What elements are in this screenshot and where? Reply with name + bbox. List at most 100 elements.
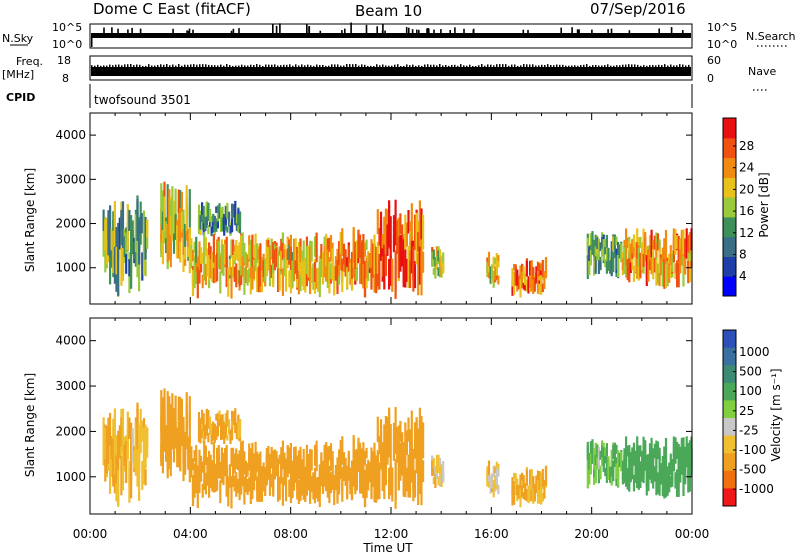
velocity-echo-cell — [422, 422, 425, 459]
velocity-echo-cell — [237, 421, 240, 438]
velocity-echo-cell — [214, 463, 217, 492]
nave-spike — [640, 65, 642, 67]
power-echo-cell — [399, 213, 402, 234]
velocity-echo-cell — [363, 450, 367, 466]
velocity-colorbar-label: Velocity [m s⁻¹] — [769, 368, 783, 461]
velocity-echo-cell — [196, 475, 199, 509]
velocity-echo-cell — [296, 455, 299, 489]
power-echo-cell — [289, 247, 292, 277]
velocity-echo-cell — [312, 472, 315, 486]
power-echo-cell — [318, 261, 321, 274]
velocity-echo-cell — [329, 443, 333, 459]
power-echo-cell — [146, 219, 149, 238]
velocity-echo-cell — [312, 472, 315, 500]
nsky-tick-bottom: 10^0 — [52, 38, 82, 51]
power-echo-cell — [236, 269, 240, 284]
velocity-colorbar-swatch — [723, 418, 736, 437]
nave-spike — [145, 65, 147, 67]
velocity-echo-cell — [243, 476, 246, 505]
power-echo-cell — [177, 189, 180, 213]
nave-spike — [424, 64, 426, 67]
velocity-echo-cell — [368, 461, 371, 478]
velocity-echo-cell — [317, 476, 320, 502]
power-echo-cell — [141, 213, 144, 234]
power-echo-cell — [315, 232, 318, 263]
power-echo-cell — [497, 275, 500, 285]
power-echo-cell — [394, 199, 397, 246]
velocity-echo-cell — [640, 459, 644, 480]
nsky-spike — [308, 26, 311, 33]
velocity-echo-cell — [195, 445, 198, 472]
power-echo-cell — [640, 250, 644, 271]
power-echo-cell — [625, 228, 628, 253]
velocity-echo-cell — [256, 477, 259, 502]
power-echo-cell — [612, 236, 615, 251]
nave-spike — [487, 64, 489, 67]
velocity-echo-cell — [326, 458, 329, 492]
velocity-echo-cell — [442, 461, 445, 480]
power-echo-cell — [363, 266, 367, 287]
power-echo-cell — [422, 214, 425, 250]
nsky-spike — [610, 28, 613, 33]
velocity-echo-cell — [331, 457, 334, 490]
power-echo-cell — [176, 225, 179, 259]
power-echo-cell — [521, 272, 524, 288]
x-tick-label: 04:00 — [173, 527, 208, 541]
power-echo-cell — [544, 257, 548, 277]
power-echo-cell — [236, 245, 240, 262]
velocity-echo-cell — [629, 452, 632, 472]
velocity-echo-cell — [532, 489, 535, 504]
nave-spike — [574, 65, 576, 67]
velocity-echo-cell — [168, 396, 171, 443]
power-echo-cell — [639, 237, 642, 249]
velocity-x-ticks — [89, 318, 693, 514]
nsky-spike — [111, 27, 113, 33]
power-echo-cell — [160, 208, 163, 251]
nave-spike — [562, 64, 564, 67]
velocity-echo-cell — [318, 483, 321, 494]
power-echo-cell — [321, 252, 325, 276]
velocity-echo-cell — [367, 459, 370, 471]
power-echo-cell — [489, 266, 492, 284]
velocity-echo-cell — [439, 473, 442, 487]
velocity-echo-cell — [190, 457, 193, 472]
velocity-echo-cell — [109, 412, 112, 447]
power-echo-cell — [350, 251, 354, 279]
power-echo-cell — [301, 250, 304, 262]
power-echo-cell — [525, 260, 528, 277]
velocity-echo-cell — [605, 456, 608, 475]
velocity-echo-cell — [409, 451, 412, 498]
power-echo-cell — [634, 248, 637, 273]
power-echo-cell — [532, 280, 535, 294]
nave-spike — [238, 65, 240, 67]
velocity-echo-cell — [107, 417, 110, 464]
power-echo-cell — [647, 245, 650, 255]
velocity-echo-cell — [656, 472, 660, 494]
power-echo-cell — [220, 244, 223, 274]
power-echo-cell — [586, 237, 589, 252]
velocity-echo-cell — [365, 466, 368, 488]
velocity-echo-cell — [435, 464, 438, 474]
power-colorbar-tick-label: 28 — [739, 139, 754, 153]
nsky-spike — [426, 29, 428, 33]
power-echo-cell — [270, 239, 273, 258]
velocity-echo-cell — [386, 439, 389, 455]
velocity-echo-cell — [494, 466, 497, 474]
velocity-echo-cell — [618, 453, 621, 468]
power-echo-cell — [165, 221, 168, 246]
power-echo-cell — [346, 268, 349, 288]
power-echo-cell — [370, 247, 373, 271]
power-echo-cell — [336, 259, 339, 291]
velocity-echo-cell — [666, 470, 669, 496]
velocity-echo-cell — [238, 467, 241, 497]
power-colorbar-swatch — [723, 197, 736, 218]
velocity-echo-cell — [652, 448, 655, 460]
power-echo-cell — [668, 253, 671, 270]
velocity-echo-cell — [596, 445, 599, 458]
velocity-echo-cell — [658, 447, 661, 461]
power-echo-cell — [604, 245, 607, 255]
power-echo-cell — [613, 238, 616, 255]
power-echo-cell — [347, 245, 350, 272]
power-echo-cell — [432, 249, 435, 260]
nsky-spike — [139, 28, 142, 33]
